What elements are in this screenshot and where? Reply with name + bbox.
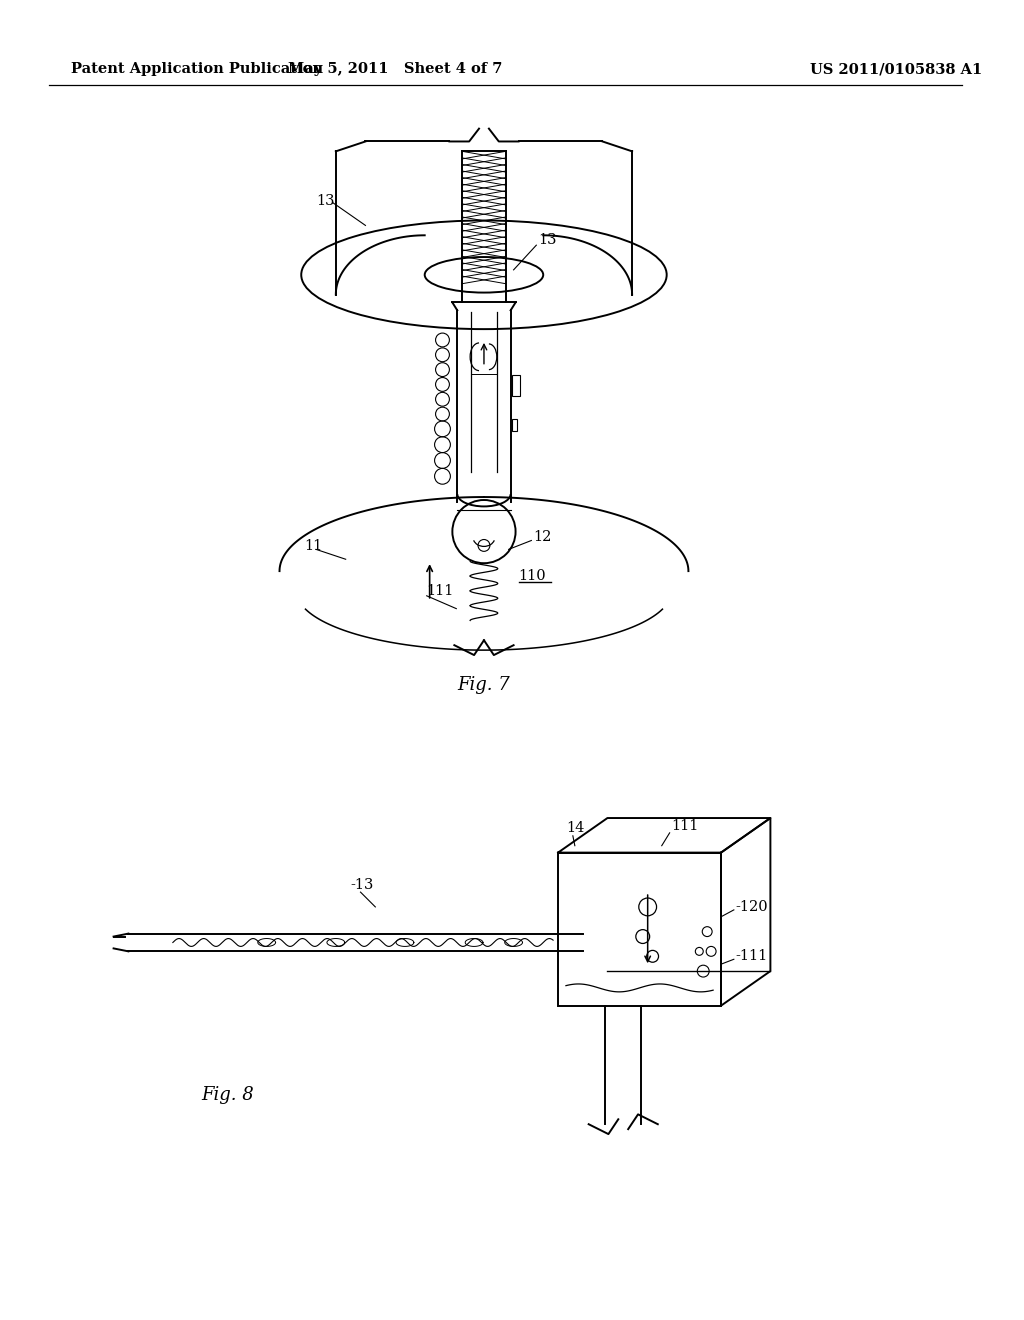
Text: 11: 11 — [304, 540, 323, 553]
Text: -111: -111 — [736, 949, 768, 964]
Text: May 5, 2011   Sheet 4 of 7: May 5, 2011 Sheet 4 of 7 — [288, 62, 502, 77]
Text: Patent Application Publication: Patent Application Publication — [71, 62, 324, 77]
Text: 12: 12 — [534, 529, 552, 544]
Bar — [558, 853, 721, 1006]
Bar — [512, 418, 516, 430]
Text: -13: -13 — [350, 878, 374, 892]
Text: 14: 14 — [566, 821, 585, 836]
Bar — [512, 375, 519, 396]
Text: Fig. 8: Fig. 8 — [201, 1085, 254, 1104]
Text: 13: 13 — [539, 234, 557, 247]
Text: 110: 110 — [518, 569, 546, 583]
Text: US 2011/0105838 A1: US 2011/0105838 A1 — [810, 62, 982, 77]
Text: 111: 111 — [427, 583, 454, 598]
Text: 111: 111 — [672, 818, 699, 833]
Text: 13: 13 — [316, 194, 335, 207]
Text: Fig. 7: Fig. 7 — [458, 676, 510, 694]
Text: -120: -120 — [736, 900, 768, 913]
